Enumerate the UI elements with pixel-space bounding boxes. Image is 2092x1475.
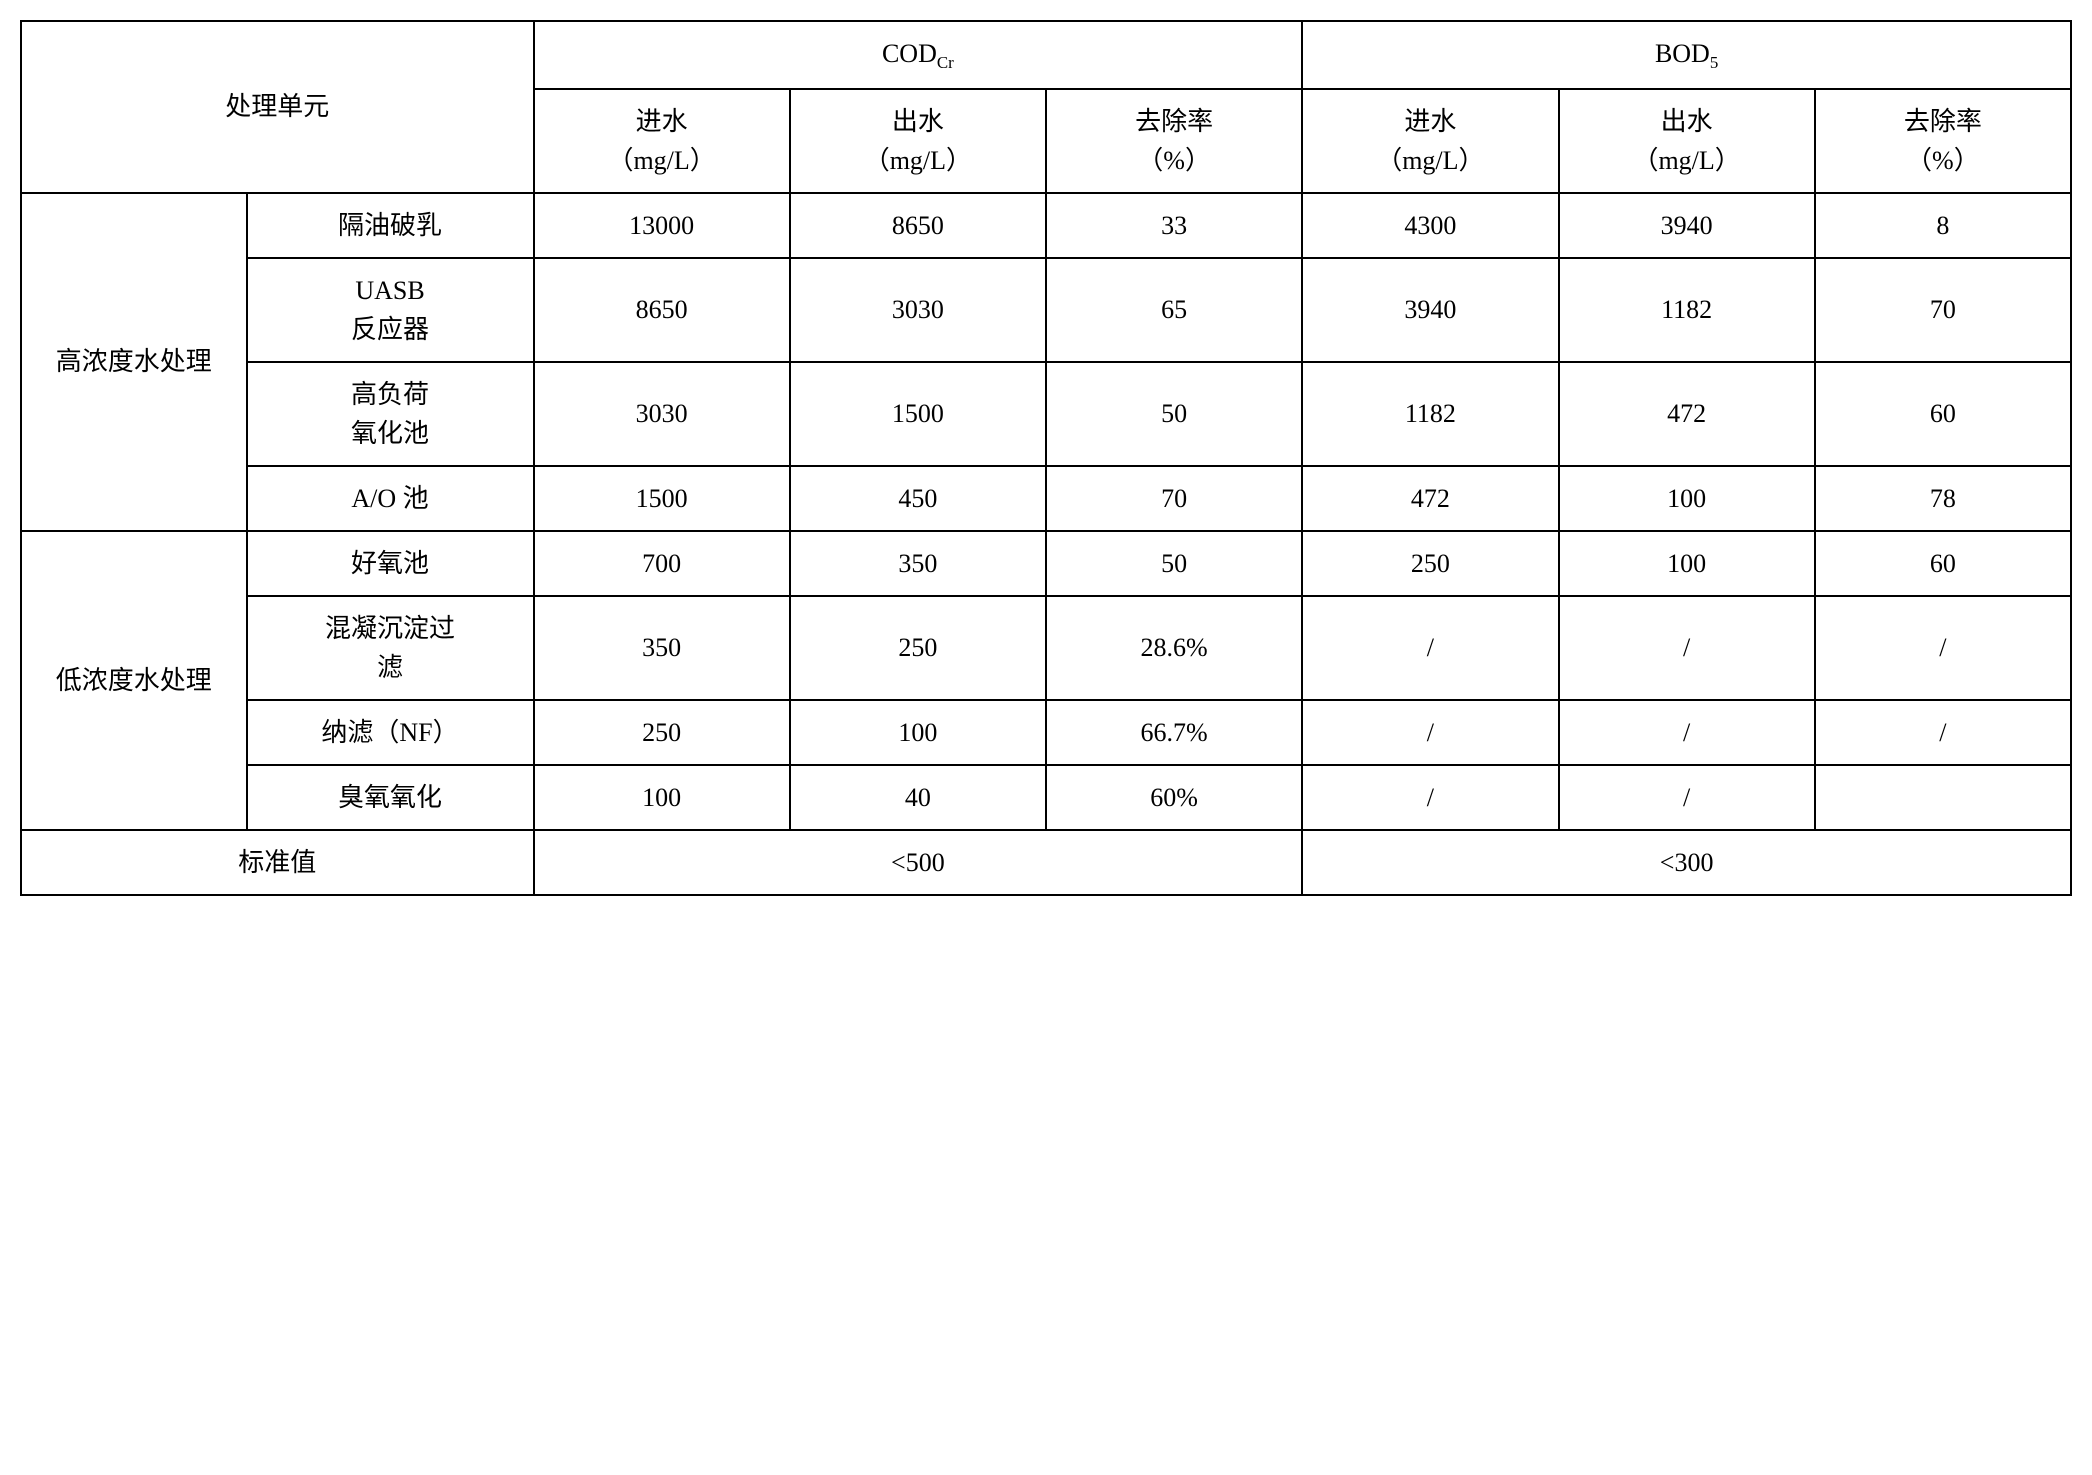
value-cell: 250 <box>1302 531 1558 596</box>
value-cell: 8650 <box>790 193 1046 258</box>
value-cell: 100 <box>1559 531 1815 596</box>
header-cod-out: 出水（mg/L） <box>790 89 1046 193</box>
process-cell: 纳滤（NF） <box>247 700 534 765</box>
table-row-standard: 标准值 <500 <300 <box>21 830 2071 895</box>
value-cell: / <box>1559 765 1815 830</box>
process-cell: 隔油破乳 <box>247 193 534 258</box>
header-bod-in: 进水（mg/L） <box>1302 89 1558 193</box>
value-cell: 100 <box>1559 466 1815 531</box>
value-cell: 8 <box>1815 193 2071 258</box>
value-cell: 250 <box>534 700 790 765</box>
group-low: 低浓度水处理 <box>21 531 247 830</box>
value-cell: 250 <box>790 596 1046 700</box>
value-cell: 3030 <box>790 258 1046 362</box>
value-cell: / <box>1815 596 2071 700</box>
standard-cod: <500 <box>534 830 1303 895</box>
value-cell: 350 <box>534 596 790 700</box>
value-cell: 1182 <box>1302 362 1558 466</box>
header-cod: CODCr <box>534 21 1303 89</box>
standard-bod: <300 <box>1302 830 2071 895</box>
header-cod-in: 进水（mg/L） <box>534 89 790 193</box>
value-cell: 1500 <box>790 362 1046 466</box>
value-cell: 65 <box>1046 258 1302 362</box>
value-cell: 100 <box>534 765 790 830</box>
table-row: 高浓度水处理 隔油破乳 13000 8650 33 4300 3940 8 <box>21 193 2071 258</box>
table-row: A/O 池 1500 450 70 472 100 78 <box>21 466 2071 531</box>
process-cell: A/O 池 <box>247 466 534 531</box>
table-row: 混凝沉淀过滤 350 250 28.6% / / / <box>21 596 2071 700</box>
value-cell: 1500 <box>534 466 790 531</box>
value-cell: 3940 <box>1302 258 1558 362</box>
value-cell: 70 <box>1046 466 1302 531</box>
table-row: UASB反应器 8650 3030 65 3940 1182 70 <box>21 258 2071 362</box>
value-cell: 70 <box>1815 258 2071 362</box>
treatment-table: 处理单元 CODCr BOD5 进水（mg/L） 出水（mg/L） 去除率（%）… <box>20 20 2072 896</box>
value-cell: 3940 <box>1559 193 1815 258</box>
value-cell: 4300 <box>1302 193 1558 258</box>
value-cell: 472 <box>1302 466 1558 531</box>
value-cell: / <box>1815 700 2071 765</box>
process-cell: 好氧池 <box>247 531 534 596</box>
value-cell: 472 <box>1559 362 1815 466</box>
group-high: 高浓度水处理 <box>21 193 247 531</box>
value-cell: 28.6% <box>1046 596 1302 700</box>
table-row: 臭氧氧化 100 40 60% / / <box>21 765 2071 830</box>
process-cell: 混凝沉淀过滤 <box>247 596 534 700</box>
value-cell: 8650 <box>534 258 790 362</box>
value-cell: / <box>1302 700 1558 765</box>
value-cell: 33 <box>1046 193 1302 258</box>
value-cell: / <box>1559 596 1815 700</box>
header-cod-rm: 去除率（%） <box>1046 89 1302 193</box>
header-bod-out: 出水（mg/L） <box>1559 89 1815 193</box>
value-cell: 60 <box>1815 531 2071 596</box>
process-cell: 高负荷氧化池 <box>247 362 534 466</box>
value-cell: 66.7% <box>1046 700 1302 765</box>
header-row-1: 处理单元 CODCr BOD5 <box>21 21 2071 89</box>
value-cell: 60% <box>1046 765 1302 830</box>
value-cell: 1182 <box>1559 258 1815 362</box>
value-cell: / <box>1302 765 1558 830</box>
value-cell: 350 <box>790 531 1046 596</box>
process-cell: UASB反应器 <box>247 258 534 362</box>
value-cell: 700 <box>534 531 790 596</box>
table-row: 低浓度水处理 好氧池 700 350 50 250 100 60 <box>21 531 2071 596</box>
value-cell <box>1815 765 2071 830</box>
process-cell: 臭氧氧化 <box>247 765 534 830</box>
value-cell: / <box>1559 700 1815 765</box>
header-bod: BOD5 <box>1302 21 2071 89</box>
table-row: 纳滤（NF） 250 100 66.7% / / / <box>21 700 2071 765</box>
value-cell: 40 <box>790 765 1046 830</box>
value-cell: 50 <box>1046 362 1302 466</box>
value-cell: 60 <box>1815 362 2071 466</box>
value-cell: 100 <box>790 700 1046 765</box>
value-cell: 78 <box>1815 466 2071 531</box>
value-cell: 13000 <box>534 193 790 258</box>
table-row: 高负荷氧化池 3030 1500 50 1182 472 60 <box>21 362 2071 466</box>
header-bod-rm: 去除率（%） <box>1815 89 2071 193</box>
value-cell: 3030 <box>534 362 790 466</box>
header-treatment-unit: 处理单元 <box>21 21 534 193</box>
standard-label: 标准值 <box>21 830 534 895</box>
value-cell: 450 <box>790 466 1046 531</box>
value-cell: / <box>1302 596 1558 700</box>
value-cell: 50 <box>1046 531 1302 596</box>
